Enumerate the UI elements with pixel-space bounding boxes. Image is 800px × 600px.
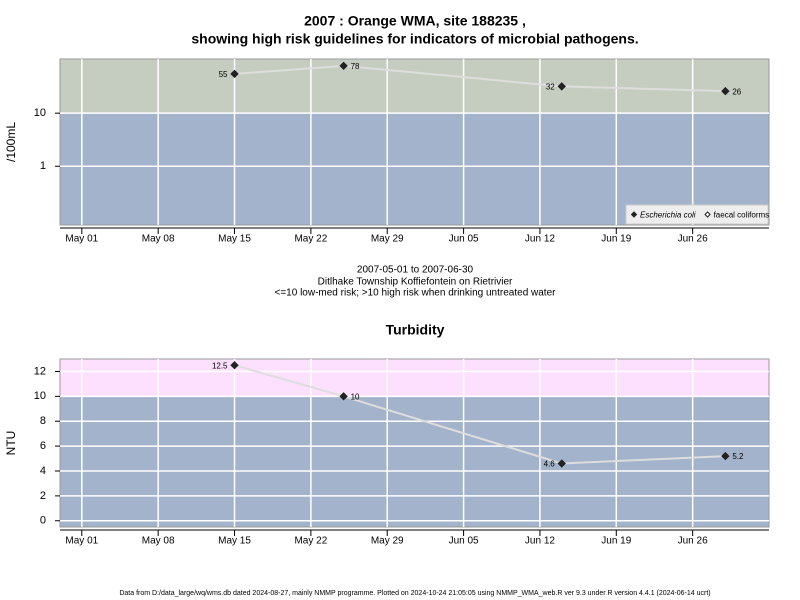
y-tick-label: 8 [40, 415, 46, 427]
x-tick-label: Jun 05 [449, 536, 479, 547]
y-tick-label: 4 [40, 465, 46, 477]
data-label: 5.2 [732, 452, 744, 461]
x-tick-label: Jun 05 [449, 234, 479, 245]
band-high [60, 359, 769, 397]
x-tick-label: May 29 [371, 536, 404, 547]
band-high [60, 59, 769, 114]
x-tick-label: Jun 12 [525, 234, 555, 245]
x-tick-label: May 22 [294, 234, 327, 245]
y-tick-label: 10 [34, 107, 46, 119]
x-tick-label: May 08 [142, 536, 175, 547]
note: 2007-05-01 to 2007-06-30 [357, 265, 474, 276]
point [721, 451, 730, 461]
x-tick-label: Jun 26 [678, 536, 708, 547]
x-tick-label: May 15 [218, 234, 251, 245]
legend-label: Escherichia coli [640, 211, 696, 220]
legend-box [625, 204, 769, 225]
x-tick-label: Jun 19 [601, 536, 631, 547]
series-line [234, 64, 726, 93]
legend-marker [630, 211, 638, 218]
data-label: 55 [219, 70, 228, 79]
y-axis-label: NTU [4, 431, 18, 456]
legend-label: faecal coliforms [714, 211, 770, 220]
y-tick-label: 6 [40, 440, 46, 452]
y-tick-label: 0 [40, 515, 46, 527]
x-tick-label: May 22 [294, 536, 327, 547]
plot-frame [59, 58, 770, 226]
x-tick-label: May 29 [371, 234, 404, 245]
x-tick-label: Jun 19 [601, 234, 631, 245]
data-label: 12.5 [212, 361, 228, 370]
band-low [60, 396, 769, 527]
note: Ditlhake Township Koffiefontein on Rietr… [318, 277, 513, 288]
footer: Data from D:/data_large/wq/wms.db dated … [119, 590, 710, 597]
point [339, 392, 348, 401]
point [230, 69, 239, 79]
x-tick-label: Jun 12 [525, 536, 555, 547]
note: <=10 low-med risk; >10 high risk when dr… [275, 288, 557, 299]
x-tick-label: May 01 [65, 234, 98, 245]
point [557, 459, 566, 468]
x-tick-label: Jun 26 [678, 234, 708, 245]
plot-frame [59, 358, 770, 528]
y-tick-label: 10 [34, 390, 46, 402]
point [721, 86, 730, 96]
y-tick-label: 1 [40, 160, 46, 172]
data-label: 32 [546, 82, 555, 91]
data-label: 26 [732, 87, 741, 96]
series-line [234, 364, 726, 465]
x-tick-label: May 01 [65, 536, 98, 547]
data-label: 78 [351, 62, 360, 71]
title-line: 2007 : Orange WMA, site 188235 , [304, 13, 526, 29]
title-line: showing high risk guidelines for indicat… [191, 31, 638, 47]
point [230, 361, 239, 370]
x-tick-label: May 08 [142, 234, 175, 245]
point [557, 82, 566, 91]
legend-marker [704, 211, 711, 218]
data-label: 10 [351, 392, 360, 401]
data-label: 4.6 [544, 460, 556, 469]
chart-title: Turbidity [386, 322, 445, 338]
y-tick-label: 2 [40, 490, 46, 502]
x-tick-label: May 15 [218, 536, 251, 547]
y-axis-label: /100mL [4, 122, 18, 162]
y-tick-label: 12 [34, 365, 46, 377]
point [339, 61, 348, 71]
